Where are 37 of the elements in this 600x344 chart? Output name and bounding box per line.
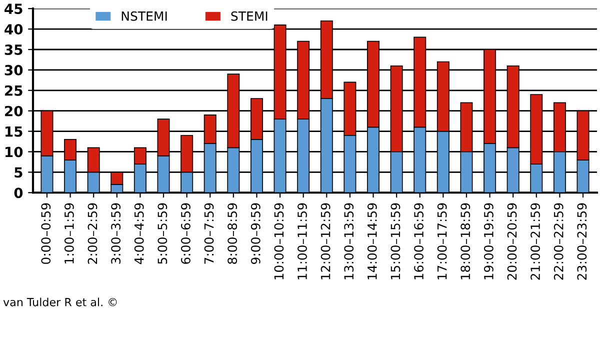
x-tick-label: 12:00–12:59	[320, 203, 330, 280]
x-tick-label: 10:00–10:59	[274, 203, 284, 280]
x-tick-label: 5:00–5:59	[158, 203, 168, 264]
x-tick-label: 9:00–9:59	[250, 203, 260, 264]
x-tick-label: 3:00–3:59	[111, 203, 121, 264]
x-tick-label: 11:00–11:59	[298, 203, 307, 280]
x-tick-label: 15:00–15:59	[390, 203, 400, 280]
y-tick-label: 10	[6, 146, 23, 158]
x-tick-label: 13:00–13:59	[344, 203, 354, 280]
text: van Tulder R et al. ©	[3, 298, 117, 306]
legend-label: STEMI	[231, 11, 268, 21]
x-tick-label: 6:00–6:59	[180, 203, 190, 264]
y-tick-label: 40	[4, 24, 23, 35]
x-tick-label: 1:00–1:59	[64, 203, 74, 264]
y-tick-label: 5	[14, 167, 22, 178]
x-tick-label: 23:00–23:59	[577, 203, 587, 280]
y-tick-label: 30	[4, 64, 23, 76]
y-tick-label: 45	[4, 4, 22, 14]
x-tick-label: 7:00–7:59	[204, 203, 214, 264]
x-tick-label: 22:00–22:59	[554, 203, 564, 280]
y-tick-label: 25	[5, 85, 22, 96]
x-tick-label: 18:00–18:59	[460, 203, 470, 280]
y-tick-label: 35	[4, 44, 22, 55]
y-tick-label: 0	[14, 188, 23, 198]
y-tick-label: 15	[6, 126, 22, 137]
x-tick-label: 21:00–21:59	[530, 203, 540, 280]
x-tick-label: 19:00–19:59	[484, 203, 494, 280]
x-tick-label: 4:00–4:59	[134, 203, 144, 264]
x-tick-label: 0:00–0:59	[41, 203, 51, 264]
x-tick-label: 17:00–17:59	[437, 203, 447, 280]
y-tick-label: 20	[5, 106, 23, 116]
x-tick-label: 2:00–2:59	[88, 203, 98, 264]
x-tick-label: 8:00–8:59	[228, 203, 238, 264]
x-tick-label: 20:00–20:59	[507, 203, 517, 280]
x-tick-label: 16:00–16:59	[414, 203, 424, 280]
x-tick-label: 14:00–14:59	[367, 203, 377, 280]
legend-label: NSTEMI	[122, 11, 167, 21]
